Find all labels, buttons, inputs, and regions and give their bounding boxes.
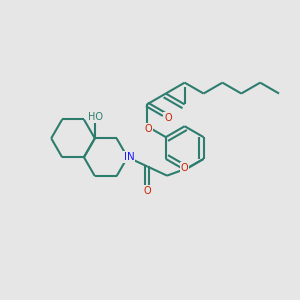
Text: N: N	[127, 152, 134, 162]
Text: O: O	[181, 163, 188, 173]
Text: HO: HO	[88, 112, 103, 122]
Text: O: O	[144, 124, 152, 134]
Text: O: O	[143, 186, 151, 196]
Text: O: O	[164, 113, 172, 123]
Text: N: N	[124, 152, 131, 162]
